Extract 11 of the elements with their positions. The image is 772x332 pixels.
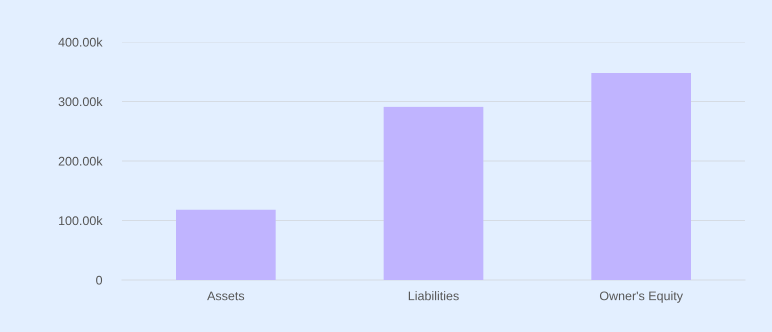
x-tick-label: Assets [207, 292, 244, 300]
y-tick-label: 100.00k [59, 216, 103, 226]
bar [591, 72, 692, 280]
x-tick-label: Liabilities [408, 291, 459, 300]
y-tick-label: 0 [96, 276, 102, 285]
y-tick-label: 300.00k [58, 96, 103, 106]
bar [176, 210, 276, 280]
y-tick-label: 400.00k [58, 37, 103, 47]
x-tick-label: Owner's Equity [600, 291, 683, 303]
bar [384, 106, 484, 280]
y-tick-label: 200.00k [58, 156, 103, 166]
